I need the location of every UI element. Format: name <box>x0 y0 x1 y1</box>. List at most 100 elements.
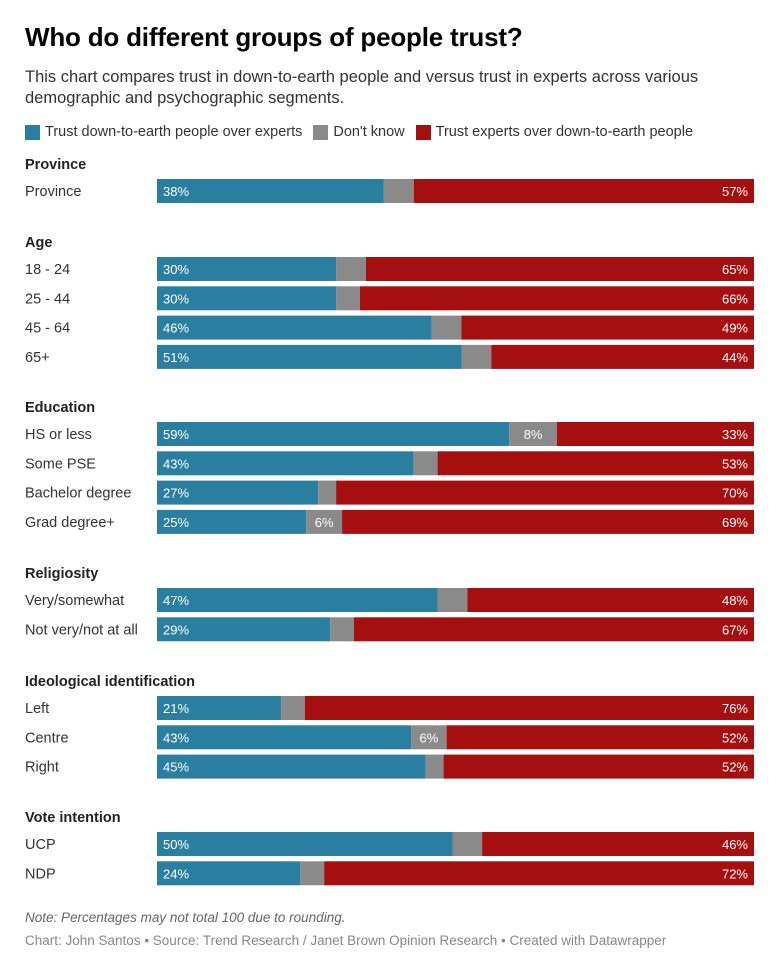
data-label-45-64-0: 46% <box>163 321 189 336</box>
data-label-grad-degree-2: 69% <box>722 515 748 530</box>
row-label-65: 65+ <box>25 350 50 366</box>
row-label-grad-degree: Grad degree+ <box>25 515 115 531</box>
data-label-right-0: 45% <box>163 760 189 775</box>
bar-segment-hs-or-less-1 <box>509 422 557 446</box>
bar-segment-45-64-2 <box>461 315 754 340</box>
row-label-right: Right <box>25 760 59 776</box>
bar-segment-25-44-0 <box>157 286 337 311</box>
data-label-ndp-2: 72% <box>722 866 748 881</box>
bar-segment-45-64-0 <box>157 315 432 340</box>
chart-note: Note: Percentages may not total 100 due … <box>25 910 346 925</box>
data-label-some-pse-2: 53% <box>722 456 748 471</box>
bar-segment-65-2 <box>491 344 754 369</box>
data-label-very-somewhat-2: 48% <box>722 593 748 608</box>
bar-segment-bachelor-degree-0 <box>157 480 319 505</box>
data-label-not-very-not-at-all-0: 29% <box>163 622 189 637</box>
bar-segment-45-64-1 <box>431 315 462 340</box>
legend-label-dont-know: Don't know <box>333 124 405 140</box>
bar-segment-25-44-2 <box>359 286 754 311</box>
legend-item-experts: Trust experts over down-to-earth people <box>415 124 694 140</box>
data-label-some-pse-0: 43% <box>163 456 189 471</box>
chart-source: Chart: John Santos • Source: Trend Resea… <box>25 933 667 948</box>
data-label-bachelor-degree-0: 27% <box>163 486 189 501</box>
legend-item-down-to-earth: Trust down-to-earth people over experts <box>25 124 302 140</box>
data-label-65-0: 51% <box>163 350 189 365</box>
data-label-ndp-0: 24% <box>163 866 189 881</box>
bar-segment-centre-0 <box>157 725 412 750</box>
data-label-province-0: 38% <box>163 184 189 199</box>
bar-segment-right-0 <box>157 754 426 779</box>
row-label-25-44: 25 - 44 <box>25 291 70 307</box>
bar-segment-province-1 <box>383 179 414 203</box>
data-label-not-very-not-at-all-2: 67% <box>722 622 748 637</box>
bar-segment-bachelor-degree-2 <box>336 480 754 505</box>
bar-segment-grad-degree-0 <box>157 509 307 534</box>
data-label-province-2: 57% <box>722 184 748 199</box>
bar-segment-some-pse-0 <box>157 451 414 476</box>
bar-segment-ucp-1 <box>452 832 483 856</box>
row-label-hs-or-less: HS or less <box>25 427 92 443</box>
bar-segment-very-somewhat-0 <box>157 588 438 612</box>
row-label-very-somewhat: Very/somewhat <box>25 593 124 609</box>
data-label-hs-or-less-2: 33% <box>722 427 748 442</box>
row-label-centre: Centre <box>25 730 69 746</box>
bar-segment-left-1 <box>281 696 305 720</box>
data-label-very-somewhat-0: 47% <box>163 593 189 608</box>
data-label-ucp-2: 46% <box>722 837 748 852</box>
row-label-some-pse: Some PSE <box>25 456 96 472</box>
data-label-25-44-0: 30% <box>163 291 189 306</box>
bar-segment-province-2 <box>413 179 754 203</box>
bar-segment-18-24-2 <box>365 257 754 281</box>
data-label-centre-1: 6% <box>420 730 439 745</box>
legend-swatch-dont-know <box>313 124 329 140</box>
row-label-left: Left <box>25 701 49 717</box>
row-label-not-very-not-at-all: Not very/not at all <box>25 622 138 638</box>
data-label-grad-degree-0: 25% <box>163 515 189 530</box>
legend: Trust down-to-earth people over experts … <box>25 122 704 142</box>
legend-label-down-to-earth: Trust down-to-earth people over experts <box>45 124 303 140</box>
row-label-province: Province <box>25 184 81 200</box>
legend-swatch-experts <box>415 124 431 140</box>
data-label-left-0: 21% <box>163 701 189 716</box>
bar-segment-ndp-1 <box>300 861 325 886</box>
data-label-grad-degree-1: 6% <box>315 515 334 530</box>
row-label-18-24: 18 - 24 <box>25 262 70 278</box>
legend-label-experts: Trust experts over down-to-earth people <box>435 124 694 140</box>
data-label-left-2: 76% <box>722 701 748 716</box>
bar-segment-ndp-0 <box>157 861 301 886</box>
bar-segment-65-1 <box>461 344 492 369</box>
bar-segment-some-pse-2 <box>437 451 754 476</box>
row-label-ndp: NDP <box>25 866 56 882</box>
row-label-45-64: 45 - 64 <box>25 321 70 337</box>
bar-segment-not-very-not-at-all-0 <box>157 617 331 642</box>
group-heading-ideological-identification: Ideological identification <box>25 674 195 690</box>
bar-segment-very-somewhat-2 <box>467 588 754 612</box>
data-label-45-64-2: 49% <box>722 321 748 336</box>
bar-segment-right-1 <box>425 754 444 779</box>
bar-segment-not-very-not-at-all-2 <box>354 617 754 642</box>
data-label-65-2: 44% <box>722 350 748 365</box>
bar-segment-65-0 <box>157 344 462 369</box>
data-label-ucp-0: 50% <box>163 837 189 852</box>
data-label-18-24-2: 65% <box>722 262 748 277</box>
bar-segment-some-pse-1 <box>413 451 438 476</box>
bar-segment-hs-or-less-0 <box>157 422 510 446</box>
bar-segment-18-24-1 <box>336 257 366 281</box>
bar-segment-ndp-2 <box>324 861 754 886</box>
group-heading-vote-intention: Vote intention <box>25 810 121 826</box>
bar-segment-centre-1 <box>411 725 447 750</box>
bar-segment-left-0 <box>157 696 282 720</box>
bar-segment-ucp-2 <box>482 832 754 856</box>
group-heading-age: Age <box>25 235 52 251</box>
bar-segment-bachelor-degree-1 <box>318 480 337 505</box>
bar-segment-grad-degree-1 <box>306 509 343 534</box>
bar-segment-hs-or-less-2 <box>556 422 754 446</box>
group-heading-religiosity: Religiosity <box>25 566 98 582</box>
group-heading-education: Education <box>25 400 95 416</box>
data-label-right-2: 52% <box>722 760 748 775</box>
bar-segment-right-2 <box>443 754 754 779</box>
bar-segment-centre-2 <box>446 725 754 750</box>
data-label-hs-or-less-1: 8% <box>524 427 543 442</box>
data-label-bachelor-degree-2: 70% <box>722 486 748 501</box>
